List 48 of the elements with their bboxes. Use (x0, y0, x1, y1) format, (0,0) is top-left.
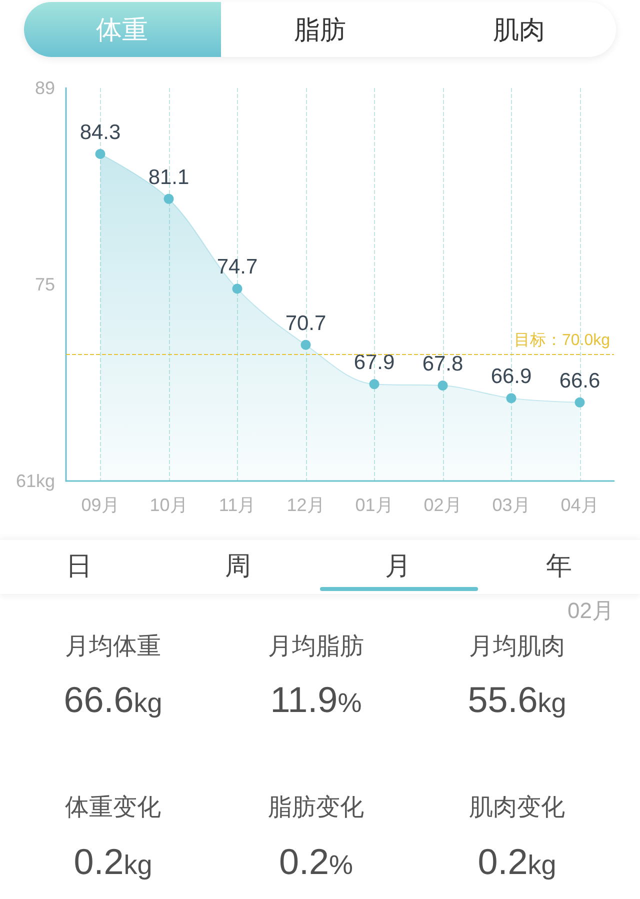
text: 月均体重 (65, 632, 161, 660)
point (95, 148, 106, 159)
text: 肌肉 (493, 14, 545, 45)
data-label: 66.6 (559, 369, 600, 392)
data-label: 81.1 (148, 166, 190, 189)
data-label: 84.3 (80, 120, 121, 144)
ref-line-label: 目标：70.0kg (514, 332, 610, 350)
data-label: 67.9 (354, 351, 395, 374)
x-tick-label: 03月 (492, 495, 530, 515)
y-tick-label: 61kg (16, 471, 55, 491)
x-tick-label: 09月 (81, 495, 120, 515)
text: 55.6kg (468, 679, 566, 720)
point (506, 393, 516, 404)
text: 周 (225, 550, 251, 581)
x-tick-label: 11月 (218, 495, 256, 515)
x-tick-label: 12月 (286, 495, 325, 515)
text: 02月 (568, 598, 614, 624)
text: 0.2kg (478, 841, 556, 882)
y-tick-label: 89 (34, 78, 55, 98)
text: 脂肪变化 (268, 794, 364, 822)
text: 日 (66, 550, 92, 581)
text: 体重 (96, 14, 148, 45)
text: 66.6kg (64, 679, 162, 720)
point (369, 379, 380, 390)
y-tick-label: 75 (34, 274, 55, 294)
x-tick-label: 01月 (355, 495, 394, 515)
text: 11.9% (270, 679, 362, 720)
text: 肌肉变化 (469, 794, 565, 822)
x-tick-label: 02月 (424, 495, 462, 515)
data-label: 74.7 (216, 256, 258, 279)
point (232, 284, 242, 294)
text: 月均肌肉 (469, 632, 565, 660)
text: 体重变化 (65, 794, 161, 822)
point (300, 340, 311, 350)
data-label: 66.9 (490, 365, 532, 388)
text: 月均脂肪 (268, 632, 364, 660)
point (438, 380, 448, 391)
text: 0.2kg (74, 841, 152, 882)
text: 脂肪 (294, 14, 346, 45)
x-tick-label: 04月 (560, 495, 599, 515)
data-label: 67.8 (422, 352, 464, 376)
point (574, 397, 585, 408)
data-label: 70.7 (285, 312, 326, 335)
x-tick-label: 10月 (150, 495, 188, 515)
text: 年 (546, 550, 572, 581)
text: 月 (385, 550, 411, 581)
point (164, 194, 174, 204)
text: 0.2% (278, 841, 354, 882)
